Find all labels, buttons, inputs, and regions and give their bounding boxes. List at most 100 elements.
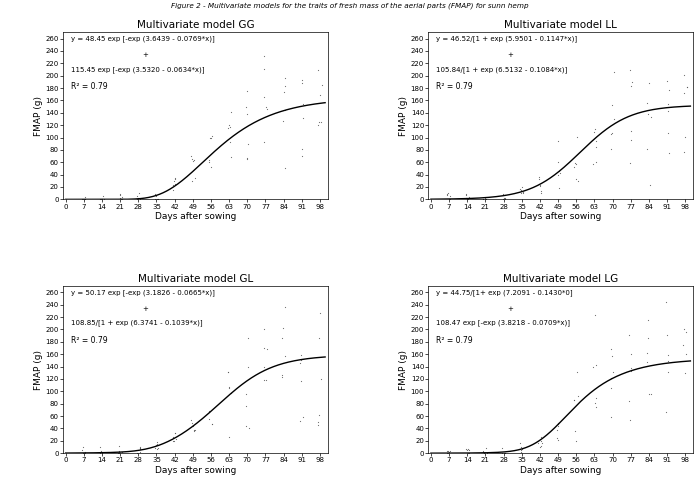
Point xyxy=(316,81,327,89)
Point xyxy=(78,195,90,203)
X-axis label: Days after sowing: Days after sowing xyxy=(155,212,236,221)
Point xyxy=(480,195,491,203)
Title: Multivariate model GL: Multivariate model GL xyxy=(138,274,253,284)
Point xyxy=(463,446,475,454)
Point xyxy=(443,195,454,203)
Point xyxy=(642,145,653,153)
Point xyxy=(134,445,146,453)
Point xyxy=(297,152,308,160)
Point xyxy=(95,195,106,203)
Point xyxy=(206,420,218,428)
Point xyxy=(296,356,307,364)
Point xyxy=(444,195,456,203)
Point xyxy=(664,149,675,157)
Point xyxy=(149,195,160,203)
Point xyxy=(187,155,198,163)
Text: 115.45 exp [-exp (3.5320 - 0.0634*x)]: 115.45 exp [-exp (3.5320 - 0.0634*x)] xyxy=(71,66,204,73)
Point xyxy=(240,103,251,111)
Point xyxy=(626,350,637,358)
Point xyxy=(153,195,164,203)
Text: 105.84/[1 + exp (6.5132 - 0.1084*x)]: 105.84/[1 + exp (6.5132 - 0.1084*x)] xyxy=(436,66,568,73)
Point xyxy=(113,447,125,455)
Point xyxy=(167,433,178,441)
Point xyxy=(262,345,273,353)
Point xyxy=(463,449,475,457)
Point xyxy=(241,390,252,398)
Y-axis label: FMAP (g): FMAP (g) xyxy=(399,350,408,390)
Point xyxy=(242,363,253,371)
Point xyxy=(116,195,127,203)
Point xyxy=(134,195,146,203)
Point xyxy=(279,89,290,97)
Point xyxy=(170,435,181,443)
Point xyxy=(626,136,637,144)
Point xyxy=(605,130,616,138)
Point xyxy=(533,175,545,183)
Point xyxy=(663,129,674,137)
Point xyxy=(242,140,253,148)
Point xyxy=(77,195,88,203)
Point xyxy=(170,429,181,437)
Point xyxy=(258,344,269,352)
Point xyxy=(571,368,582,376)
Point xyxy=(132,195,143,203)
Point xyxy=(478,449,489,457)
Text: R² = 0.79: R² = 0.79 xyxy=(71,83,108,92)
Point xyxy=(535,443,546,451)
Point xyxy=(79,195,90,203)
Point xyxy=(536,442,547,450)
Point xyxy=(244,424,255,432)
Point xyxy=(552,158,564,166)
Point xyxy=(151,195,162,203)
Text: R² = 0.79: R² = 0.79 xyxy=(71,336,108,345)
Point xyxy=(280,303,291,311)
Point xyxy=(535,433,546,441)
Point xyxy=(606,128,617,136)
Point xyxy=(496,449,507,457)
Point xyxy=(77,446,88,454)
Point xyxy=(624,331,635,339)
Point xyxy=(97,449,108,457)
Point xyxy=(552,422,563,430)
Point xyxy=(678,341,689,349)
Point xyxy=(134,443,145,451)
Point xyxy=(99,195,110,203)
Point xyxy=(536,437,547,445)
Point xyxy=(223,433,235,441)
Point xyxy=(461,446,472,454)
Point xyxy=(186,152,197,160)
Point xyxy=(552,170,564,178)
Point xyxy=(497,195,508,203)
Point xyxy=(79,195,90,203)
Point xyxy=(442,191,453,199)
Point xyxy=(534,181,545,189)
Point xyxy=(296,144,307,152)
Y-axis label: FMAP (g): FMAP (g) xyxy=(399,96,408,136)
Point xyxy=(80,193,91,201)
Point xyxy=(152,439,163,447)
Point xyxy=(295,377,307,385)
Point xyxy=(568,395,580,403)
Point xyxy=(679,132,690,140)
Point xyxy=(444,192,456,200)
Point xyxy=(295,351,307,359)
Point xyxy=(587,364,598,372)
Point xyxy=(482,449,493,457)
Point xyxy=(624,66,636,74)
Point xyxy=(461,445,472,453)
Point xyxy=(624,396,635,404)
Point xyxy=(663,86,674,94)
Point xyxy=(260,376,272,384)
Point xyxy=(572,177,583,185)
Point xyxy=(259,325,270,333)
Point xyxy=(134,444,146,452)
Point xyxy=(516,448,527,456)
Point xyxy=(533,439,544,447)
Point xyxy=(298,115,309,123)
Point xyxy=(78,449,90,457)
Point xyxy=(241,111,252,119)
Point xyxy=(625,126,636,134)
Point xyxy=(313,118,324,126)
Point xyxy=(552,136,564,144)
Point xyxy=(642,316,653,324)
